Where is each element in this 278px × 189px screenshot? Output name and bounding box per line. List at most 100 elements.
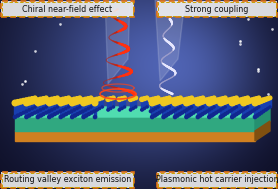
Bar <box>190 101 192 114</box>
Circle shape <box>98 107 101 110</box>
Circle shape <box>207 97 212 101</box>
Circle shape <box>201 113 204 116</box>
Circle shape <box>241 100 246 106</box>
Text: Strong coupling: Strong coupling <box>185 5 249 13</box>
Bar <box>34 101 36 113</box>
Circle shape <box>56 96 59 100</box>
Circle shape <box>111 96 115 100</box>
Bar <box>199 102 201 115</box>
Circle shape <box>252 100 258 106</box>
Bar <box>213 98 215 107</box>
Circle shape <box>258 106 260 108</box>
Bar <box>213 101 215 114</box>
Circle shape <box>90 106 92 108</box>
Circle shape <box>214 98 219 103</box>
Circle shape <box>41 99 46 104</box>
Circle shape <box>203 111 206 114</box>
Circle shape <box>224 106 226 108</box>
Circle shape <box>192 111 195 114</box>
Circle shape <box>243 100 249 105</box>
Bar <box>31 99 33 108</box>
Circle shape <box>188 107 190 110</box>
Polygon shape <box>155 0 185 81</box>
Circle shape <box>219 97 223 101</box>
Bar <box>99 99 100 108</box>
Bar <box>31 101 33 114</box>
Circle shape <box>89 96 93 100</box>
Circle shape <box>237 111 240 114</box>
Circle shape <box>232 97 236 101</box>
Bar <box>254 103 256 117</box>
Circle shape <box>16 114 19 117</box>
Circle shape <box>44 98 49 103</box>
Circle shape <box>51 114 54 117</box>
Circle shape <box>235 113 238 116</box>
Circle shape <box>36 98 40 102</box>
Circle shape <box>135 106 137 108</box>
Bar <box>90 98 92 107</box>
Bar <box>51 102 53 115</box>
Circle shape <box>233 107 235 110</box>
Circle shape <box>255 107 258 110</box>
Circle shape <box>146 106 148 108</box>
Circle shape <box>179 106 182 108</box>
Bar <box>43 101 44 114</box>
Bar <box>188 99 190 108</box>
Circle shape <box>15 100 21 105</box>
Circle shape <box>34 111 36 114</box>
Circle shape <box>12 100 18 106</box>
Bar <box>68 98 69 107</box>
Circle shape <box>264 109 267 111</box>
Bar <box>166 99 168 108</box>
Bar <box>174 103 176 117</box>
Circle shape <box>41 97 45 101</box>
Circle shape <box>235 96 238 100</box>
Circle shape <box>70 110 73 113</box>
Bar <box>197 103 199 117</box>
Bar <box>79 98 80 107</box>
Circle shape <box>123 96 126 100</box>
Text: Plasmonic hot carrier injection: Plasmonic hot carrier injection <box>156 176 278 184</box>
Circle shape <box>167 113 170 116</box>
Bar <box>54 101 56 114</box>
Circle shape <box>39 109 42 111</box>
Circle shape <box>157 98 162 103</box>
Bar <box>76 101 78 114</box>
Bar <box>176 102 178 115</box>
Bar <box>165 102 167 115</box>
Circle shape <box>187 97 191 101</box>
Circle shape <box>33 98 37 103</box>
Circle shape <box>112 106 114 108</box>
Circle shape <box>201 96 205 100</box>
Circle shape <box>196 97 200 101</box>
Circle shape <box>249 111 252 114</box>
Bar <box>267 99 269 108</box>
Circle shape <box>183 110 186 113</box>
Bar <box>88 99 89 108</box>
Bar <box>65 99 67 108</box>
Bar <box>235 101 238 114</box>
Circle shape <box>262 110 265 113</box>
Circle shape <box>42 113 45 116</box>
Circle shape <box>202 106 204 108</box>
Bar <box>258 101 260 114</box>
Bar <box>191 98 192 107</box>
Bar <box>71 100 73 111</box>
Circle shape <box>235 106 237 108</box>
Circle shape <box>92 98 96 102</box>
Bar <box>51 99 53 110</box>
Bar <box>113 98 114 107</box>
Polygon shape <box>105 0 130 84</box>
Bar <box>65 101 67 114</box>
Circle shape <box>207 100 212 106</box>
Bar <box>68 101 70 113</box>
Bar <box>101 98 103 107</box>
Circle shape <box>140 97 144 101</box>
Bar <box>156 101 158 114</box>
Circle shape <box>13 115 17 119</box>
Circle shape <box>85 114 88 117</box>
Bar <box>37 103 39 117</box>
Circle shape <box>156 96 160 100</box>
Bar <box>54 99 55 108</box>
Circle shape <box>254 100 260 105</box>
